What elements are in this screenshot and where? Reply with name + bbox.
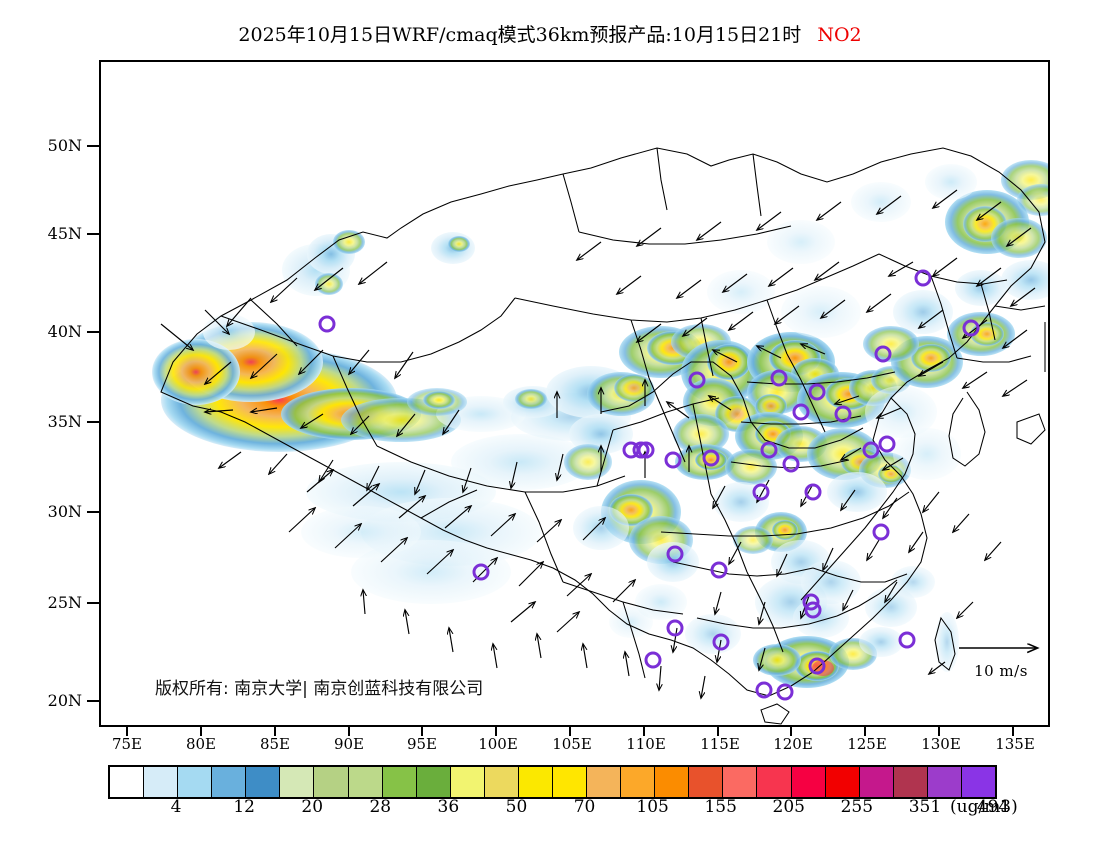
x-tick-135e (1012, 727, 1014, 736)
colorbar-tick-205: 205 (772, 797, 805, 817)
x-tick-120e (790, 727, 792, 736)
x-tick-100e (495, 727, 497, 736)
x-tick-75e (126, 727, 128, 736)
colorbar-tick-255: 255 (840, 797, 874, 817)
y-label-25n: 25N (47, 593, 82, 612)
x-tick-115e (717, 727, 719, 736)
y-label-45n: 45N (47, 224, 82, 243)
wind-scale-label: 10 m/s (974, 662, 1028, 680)
map-plot-area[interactable] (99, 60, 1050, 727)
colorbar-swatch-17 (689, 767, 724, 797)
y-label-35n: 35N (47, 412, 82, 431)
colorbar-swatch-18 (723, 767, 758, 797)
x-tick-85e (274, 727, 276, 736)
colorbar-swatch-0 (110, 767, 145, 797)
colorbar-swatch-4 (246, 767, 281, 797)
colorbar-swatch-13 (553, 767, 588, 797)
colorbar-tick-4: 4 (170, 797, 182, 817)
colorbar-swatch-23 (893, 767, 928, 797)
colorbar-swatch-16 (655, 767, 690, 797)
colorbar-swatch-5 (280, 767, 315, 797)
colorbar-tick-70: 70 (573, 797, 596, 817)
y-label-30n: 30N (47, 502, 82, 521)
colorbar-tick-12: 12 (233, 797, 255, 817)
colorbar-tick-351: 351 (908, 797, 942, 817)
x-label-85e: 85E (259, 735, 291, 753)
colorbar-tick-28: 28 (369, 797, 392, 817)
colorbar-swatch-1 (144, 767, 179, 797)
station-markers[interactable] (318, 269, 980, 701)
x-tick-125e (864, 727, 866, 736)
x-label-105e: 105E (552, 735, 592, 753)
x-tick-90e (348, 727, 350, 736)
colorbar[interactable] (108, 765, 997, 799)
colorbar-swatch-6 (314, 767, 349, 797)
page-title: 2025年10月15日WRF/cmaq模式36km预报产品:10月15日21时 N… (0, 20, 1100, 47)
colorbar-labels: (ug/m3) 4 12 20 28 36 50 70 105 155 205 255 351 494 (0, 797, 1100, 823)
colorbar-swatch-14 (587, 767, 622, 797)
y-tick-30n (87, 511, 99, 513)
colorbar-swatch-10 (450, 767, 485, 797)
colorbar-swatch-12 (518, 767, 554, 797)
x-label-100e: 100E (478, 735, 518, 753)
colorbar-swatch-24 (927, 767, 962, 797)
colorbar-tick-155: 155 (704, 797, 737, 817)
colorbar-swatch-9 (416, 767, 451, 797)
colorbar-swatch-11 (484, 767, 519, 797)
copyright-watermark: 版权所有: 南京大学| 南京创蓝科技有限公司 (155, 679, 484, 699)
colorbar-swatch-2 (178, 767, 213, 797)
x-tick-95e (421, 727, 423, 736)
x-label-120e: 120E (773, 735, 813, 753)
title-species-label: NO2 (817, 24, 862, 46)
colorbar-tick-20: 20 (301, 797, 324, 817)
concentration-field (152, 160, 1048, 688)
x-label-130e: 130E (921, 735, 961, 753)
map-boundaries (160, 147, 1046, 725)
x-label-90e: 90E (333, 735, 365, 753)
wind-scale-key: 10 m/s (955, 640, 1047, 680)
map-canvas (152, 147, 1048, 725)
x-tick-110e (643, 727, 645, 736)
x-label-80e: 80E (185, 735, 217, 753)
colorbar-swatch-20 (791, 767, 826, 797)
x-label-135e: 135E (995, 735, 1035, 753)
colorbar-swatch-7 (348, 767, 383, 797)
y-label-50n: 50N (47, 136, 82, 155)
y-tick-40n (87, 331, 99, 333)
y-tick-35n (87, 421, 99, 423)
colorbar-tick-494: 494 (976, 797, 1010, 817)
colorbar-tick-105: 105 (636, 797, 669, 817)
x-label-110e: 110E (626, 735, 666, 753)
wind-scale-arrow-icon (959, 640, 1047, 656)
title-main-text: 2025年10月15日WRF/cmaq模式36km预报产品:10月15日21时 (238, 24, 802, 46)
colorbar-swatch-21 (825, 767, 860, 797)
wind-vector-field (160, 189, 1036, 698)
colorbar-swatch-19 (757, 767, 792, 797)
colorbar-swatch-3 (212, 767, 247, 797)
colorbar-tick-36: 36 (437, 797, 460, 817)
y-tick-50n (87, 145, 99, 147)
colorbar-swatch-8 (382, 767, 417, 797)
y-tick-25n (87, 602, 99, 604)
x-label-125e: 125E (847, 735, 887, 753)
y-tick-20n (87, 700, 99, 702)
x-label-95e: 95E (406, 735, 438, 753)
colorbar-unit-label: (ug/m3) (950, 797, 1018, 817)
colorbar-tick-50: 50 (505, 797, 528, 817)
x-tick-105e (569, 727, 571, 736)
colorbar-swatch-15 (621, 767, 656, 797)
x-label-115e: 115E (700, 735, 740, 753)
y-label-20n: 20N (47, 691, 82, 710)
colorbar-swatch-25 (961, 767, 996, 797)
y-label-40n: 40N (47, 322, 82, 341)
y-tick-45n (87, 233, 99, 235)
colorbar-swatch-22 (859, 767, 894, 797)
x-label-75e: 75E (111, 735, 143, 753)
x-tick-80e (200, 727, 202, 736)
x-tick-130e (938, 727, 940, 736)
